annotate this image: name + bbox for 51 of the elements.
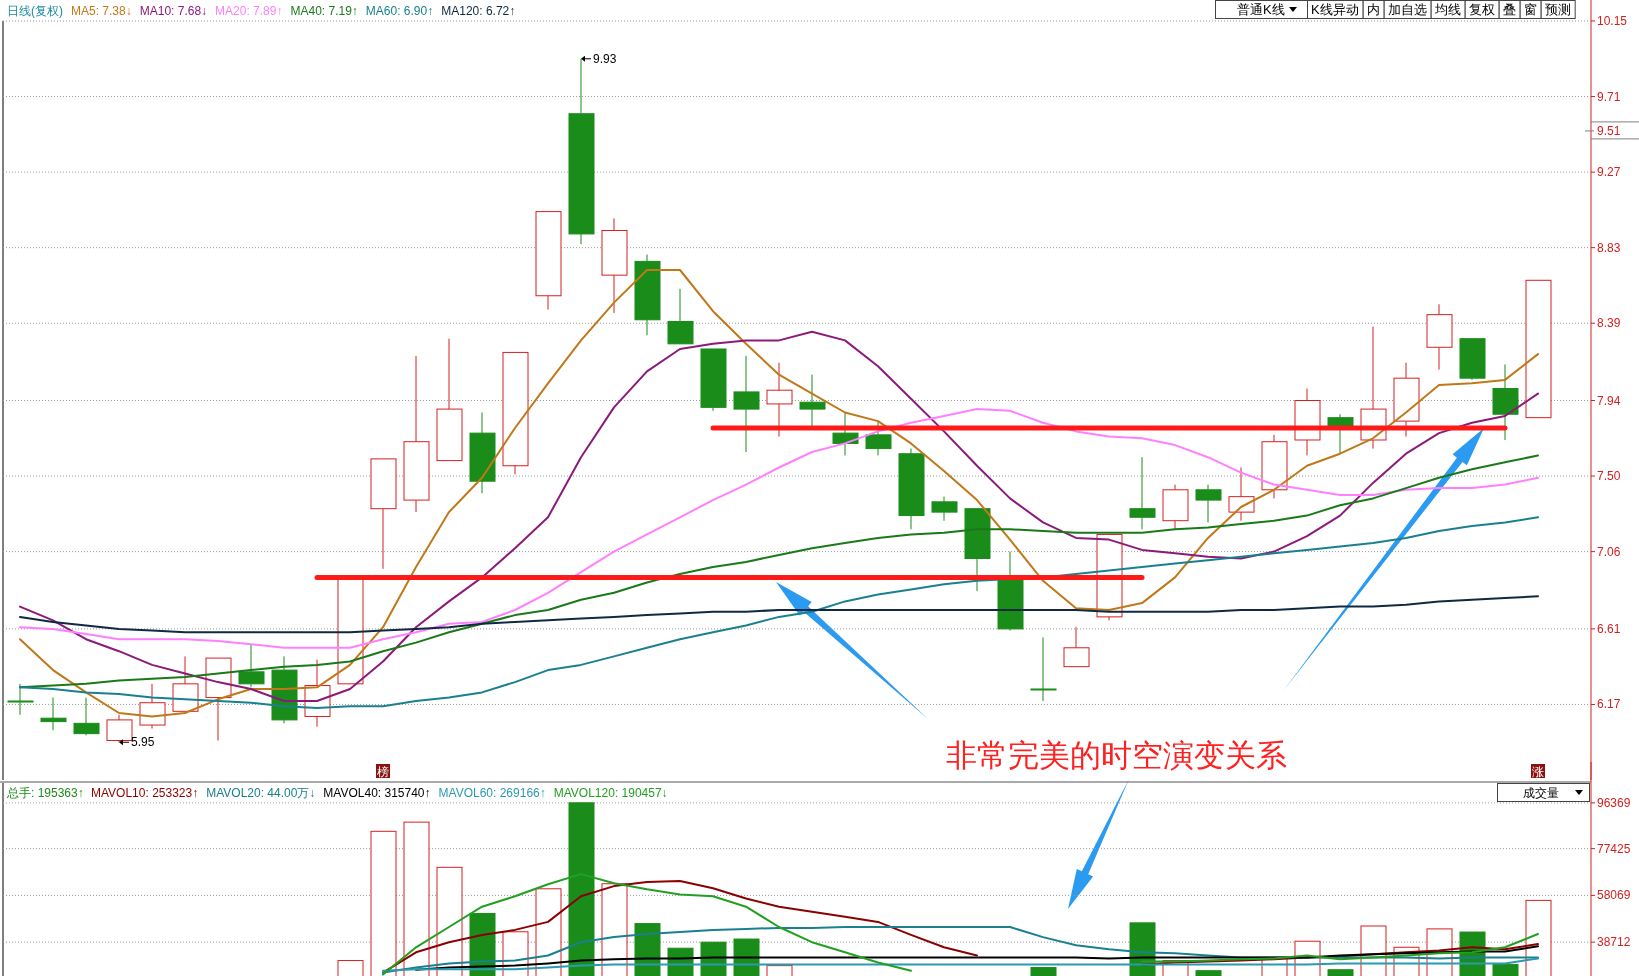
y-tick-label: 77425 (1597, 841, 1631, 856)
text: 叠 (1502, 2, 1516, 17)
annotation: 总手: 195363↑ (6, 786, 84, 800)
text: MA120: 6.72↑ (441, 4, 516, 18)
text: MA20: 7.89↑ (215, 4, 283, 18)
line-series (382, 957, 1539, 972)
annotation: 涨 (1532, 765, 1544, 779)
y-tick-label: 8.39 (1597, 316, 1621, 331)
annotation: 9.93 (593, 51, 617, 66)
y-tick-label: 7.94 (1597, 393, 1621, 408)
annotation: 非常完美的时空演变关系 (946, 738, 1287, 773)
text: 复权 (1468, 2, 1495, 17)
text: K线异动 (1311, 2, 1359, 17)
text: MAVOL60: 269166↑ (438, 786, 546, 800)
annotation: 成交量 (1523, 786, 1559, 800)
y-tick-label: 10.15 (1597, 14, 1628, 28)
chart-title: 日线(复权) (7, 4, 63, 18)
y-tick-label: 9.27 (1597, 165, 1621, 180)
y-tick-label: 38712 (1597, 935, 1631, 950)
line-series (19, 330, 1539, 702)
y-tick-label: 6.17 (1597, 697, 1621, 712)
line-series (19, 516, 1539, 709)
line-series (19, 595, 1539, 634)
ref-line-label: 9.51 (1597, 123, 1621, 138)
text: MA5: 7.38↓ (71, 4, 132, 18)
text: MAVOL10: 253323↑ (91, 786, 199, 800)
text: MA60: 6.90↑ (365, 4, 434, 18)
line-series (415, 945, 1539, 971)
annotation: 榜 (377, 765, 389, 779)
y-tick-label: 58069 (1597, 888, 1631, 903)
y-tick-label: 7.50 (1597, 469, 1621, 484)
text: 预测 (1544, 2, 1571, 17)
annotation: 5.95 (131, 735, 155, 750)
y-tick-label: 96369 (1597, 795, 1631, 810)
y-tick-label: 7.06 (1597, 544, 1621, 559)
text: MA10: 7.68↓ (139, 4, 208, 18)
line-series (19, 408, 1539, 649)
line-series (382, 926, 1539, 974)
text: MA40: 7.19↑ (290, 4, 358, 18)
text: 均线 (1433, 2, 1461, 17)
text: 加自选 (1387, 2, 1427, 17)
text: 窗 (1523, 2, 1537, 17)
text: MAVOL120: 190457↓ (553, 786, 668, 800)
text: 内 (1366, 2, 1380, 17)
y-tick-label: 6.61 (1597, 621, 1621, 636)
text: MAVOL20: 44.00万↓ (206, 786, 316, 800)
y-tick-label: 8.83 (1597, 240, 1621, 255)
text: 普通K线 (1237, 2, 1285, 17)
line-series (19, 269, 1539, 718)
y-tick-label: 9.71 (1597, 89, 1621, 104)
text: MAVOL40: 315740↑ (323, 786, 431, 800)
